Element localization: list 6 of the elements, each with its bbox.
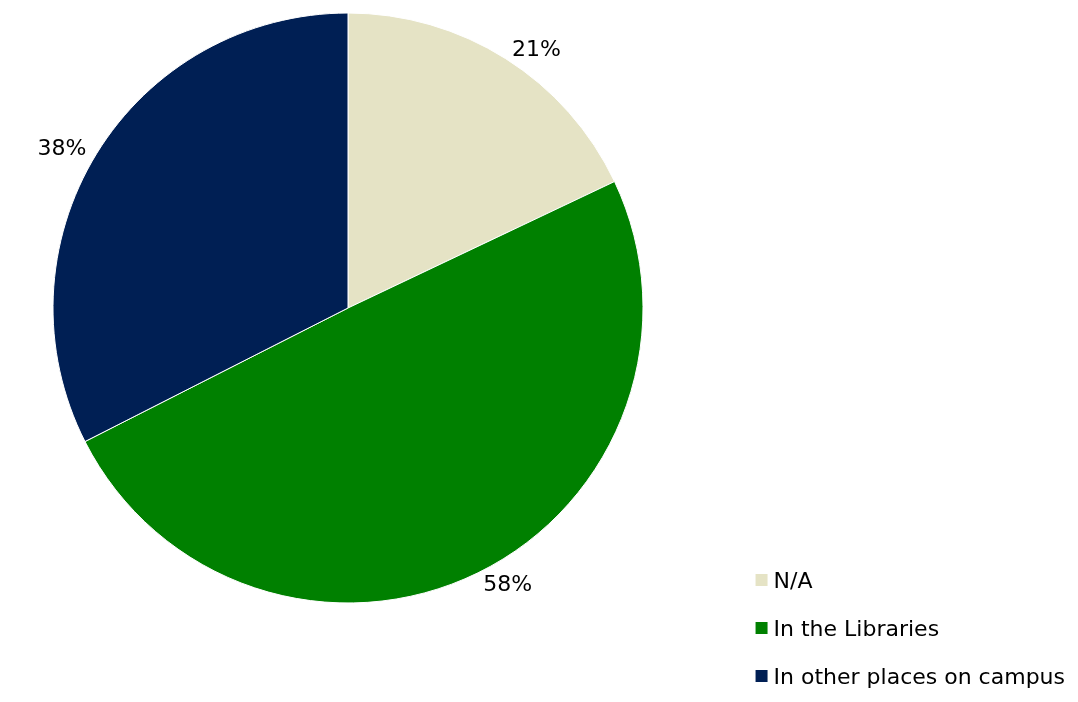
legend-label: In the Libraries [773, 615, 940, 641]
legend-label: In other places on campus [773, 663, 1066, 689]
data-label: 21% [512, 36, 561, 62]
data-label: 38% [37, 134, 87, 160]
data-label: 58% [483, 571, 533, 597]
legend-label: N/A [773, 567, 813, 593]
